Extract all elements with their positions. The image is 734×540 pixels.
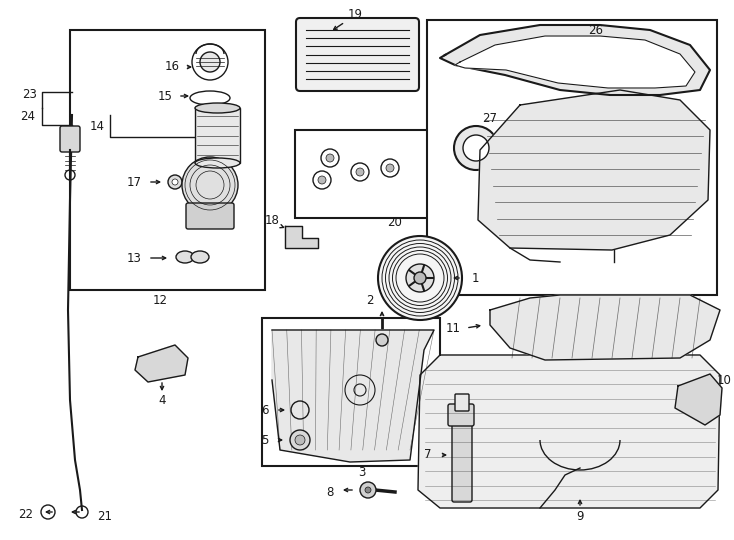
Polygon shape <box>490 295 720 360</box>
FancyBboxPatch shape <box>60 126 80 152</box>
Polygon shape <box>478 90 710 250</box>
Text: 24: 24 <box>21 110 35 123</box>
Bar <box>195 108 240 163</box>
Text: 26: 26 <box>589 24 603 37</box>
Text: 27: 27 <box>482 111 498 125</box>
FancyBboxPatch shape <box>448 404 474 426</box>
Circle shape <box>318 176 326 184</box>
Text: 8: 8 <box>327 485 334 498</box>
Circle shape <box>290 430 310 450</box>
Polygon shape <box>272 330 434 462</box>
FancyBboxPatch shape <box>455 394 469 411</box>
Text: 6: 6 <box>261 403 269 416</box>
Circle shape <box>414 272 426 284</box>
Ellipse shape <box>191 251 209 263</box>
Circle shape <box>378 236 462 320</box>
Circle shape <box>463 135 489 161</box>
Polygon shape <box>418 355 720 508</box>
Circle shape <box>313 171 331 189</box>
FancyBboxPatch shape <box>186 203 234 229</box>
Circle shape <box>360 482 376 498</box>
Text: 12: 12 <box>153 294 167 307</box>
Circle shape <box>200 52 220 72</box>
Circle shape <box>365 487 371 493</box>
FancyBboxPatch shape <box>296 18 419 91</box>
Text: 7: 7 <box>424 449 432 462</box>
Text: 18: 18 <box>264 213 280 226</box>
Polygon shape <box>135 345 188 382</box>
Polygon shape <box>440 25 710 95</box>
Bar <box>295 130 435 218</box>
Text: 4: 4 <box>159 394 166 407</box>
Ellipse shape <box>176 251 194 263</box>
FancyBboxPatch shape <box>452 418 472 502</box>
Circle shape <box>356 168 364 176</box>
Circle shape <box>386 164 394 172</box>
Text: 13: 13 <box>126 252 142 265</box>
Polygon shape <box>285 226 318 248</box>
Circle shape <box>295 435 305 445</box>
Text: 15: 15 <box>158 91 172 104</box>
Circle shape <box>376 334 388 346</box>
Text: 2: 2 <box>366 294 374 307</box>
Bar <box>427 20 717 295</box>
Circle shape <box>321 149 339 167</box>
Polygon shape <box>455 36 695 88</box>
Text: 17: 17 <box>126 176 142 188</box>
Text: 20: 20 <box>388 215 402 228</box>
Circle shape <box>168 175 182 189</box>
Ellipse shape <box>195 158 240 168</box>
Text: 3: 3 <box>358 465 366 478</box>
Text: 25: 25 <box>559 295 573 308</box>
Text: 23: 23 <box>23 87 37 100</box>
Text: 19: 19 <box>347 8 363 21</box>
Circle shape <box>381 159 399 177</box>
Circle shape <box>172 179 178 185</box>
Bar <box>70 30 265 290</box>
Circle shape <box>326 154 334 162</box>
Polygon shape <box>675 374 722 425</box>
Text: 5: 5 <box>261 434 269 447</box>
Text: 22: 22 <box>18 508 34 521</box>
Circle shape <box>454 126 498 170</box>
Text: 11: 11 <box>446 321 460 334</box>
Ellipse shape <box>195 103 240 113</box>
Text: 16: 16 <box>164 60 180 73</box>
Text: 1: 1 <box>471 272 479 285</box>
Circle shape <box>406 264 434 292</box>
Text: 10: 10 <box>716 374 732 387</box>
Text: 9: 9 <box>576 510 584 523</box>
Text: 21: 21 <box>98 510 112 523</box>
Circle shape <box>351 163 369 181</box>
Text: 14: 14 <box>90 119 104 132</box>
Circle shape <box>182 157 238 213</box>
Bar <box>262 318 440 466</box>
